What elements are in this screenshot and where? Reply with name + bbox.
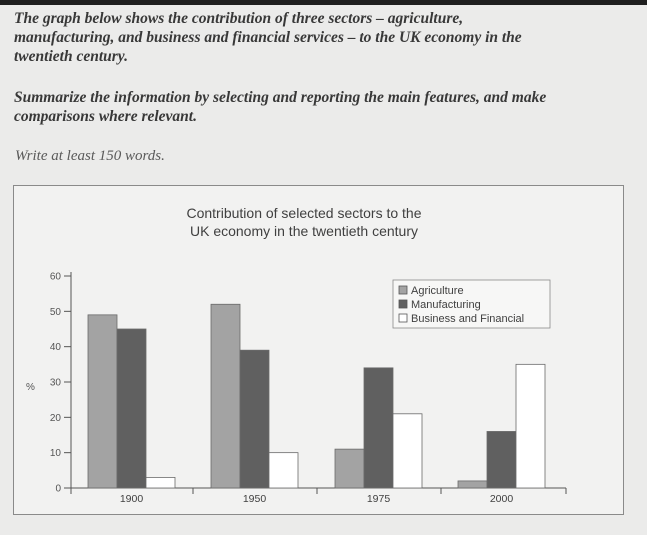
chart-frame: Contribution of selected sectors to the … (13, 185, 624, 515)
legend-label-business-financial: Business and Financial (411, 313, 524, 325)
y-tick-label: 0 (55, 484, 61, 495)
prompt-line-2: manufacturing, and business and financia… (14, 29, 522, 46)
bar-manufacturing-1975 (363, 367, 394, 489)
y-tick-label: 30 (50, 378, 62, 389)
bar-chart: Contribution of selected sectors to the … (26, 205, 567, 505)
legend-swatch-business-financial (398, 313, 408, 323)
bar-business-financial-1900 (145, 476, 176, 489)
bar-business-financial-2000 (515, 363, 546, 489)
y-tick-label: 20 (50, 413, 62, 424)
y-tick-label: 10 (50, 448, 62, 459)
top-border (0, 0, 647, 5)
prompt-question: The graph below shows the contribution o… (14, 9, 624, 66)
y-axis-label: % (26, 382, 35, 393)
prompt-task: Summarize the information by selecting a… (14, 88, 624, 126)
y-tick-label: 60 (50, 272, 62, 283)
legend-label-agriculture: Agriculture (411, 285, 464, 297)
y-tick-label: 50 (50, 307, 62, 318)
bar-business-financial-1975 (392, 413, 423, 489)
x-tick-label-1950: 1950 (243, 493, 267, 505)
legend-swatch-manufacturing (398, 299, 408, 309)
chart-title-line-2: UK economy in the twentieth century (190, 223, 418, 239)
prompt-line-3: twentieth century. (14, 48, 128, 65)
bar-agriculture-1900 (87, 314, 118, 489)
bar-agriculture-1975 (334, 448, 365, 489)
task-line-2: comparisons where relevant. (14, 108, 197, 125)
legend-swatch-agriculture (398, 285, 408, 295)
bar-manufacturing-1950 (239, 349, 270, 489)
bar-business-financial-1950 (268, 452, 299, 489)
x-tick-label-1975: 1975 (367, 493, 391, 505)
legend-box (392, 279, 551, 329)
bar-manufacturing-2000 (486, 431, 517, 489)
y-tick-label: 40 (50, 342, 62, 353)
bar-manufacturing-1900 (116, 328, 147, 489)
legend-label-manufacturing: Manufacturing (411, 299, 481, 311)
prompt-line-1: The graph below shows the contribution o… (14, 10, 464, 27)
chart-title-line-1: Contribution of selected sectors to the (186, 205, 421, 221)
bar-agriculture-2000 (457, 480, 488, 489)
bar-agriculture-1950 (210, 303, 241, 489)
chart-body: 0 10 20 30 40 50 60 1900 1950 1975 2000 (50, 272, 567, 505)
legend: Agriculture Manufacturing Business and Fin… (392, 279, 551, 329)
x-tick-label-2000: 2000 (490, 493, 514, 505)
word-count-instruction: Write at least 150 words. (15, 148, 165, 164)
x-tick-label-1900: 1900 (120, 493, 144, 505)
task-line-1: Summarize the information by selecting a… (14, 89, 547, 106)
